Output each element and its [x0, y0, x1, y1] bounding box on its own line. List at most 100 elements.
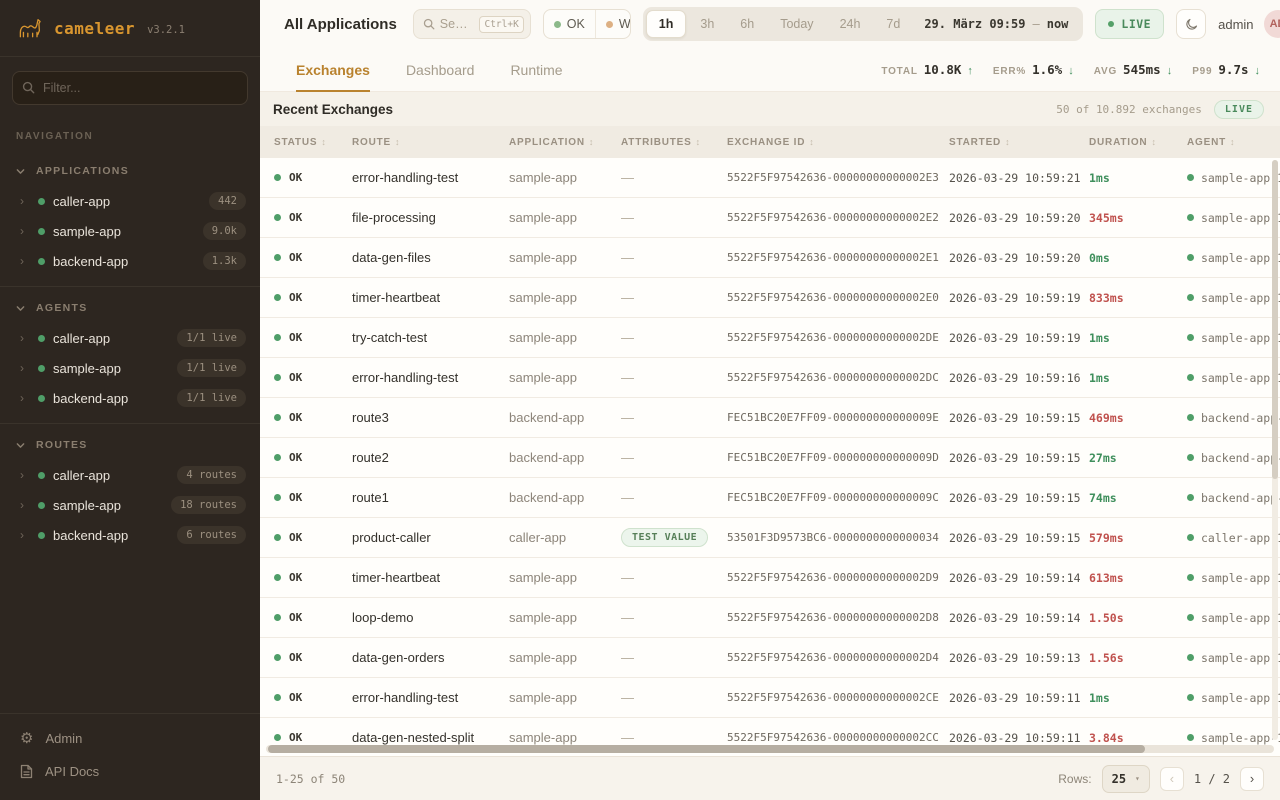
duration-cell: 1ms	[1089, 330, 1110, 345]
live-toggle-button[interactable]: LIVE	[1095, 9, 1165, 39]
status-text: OK	[289, 611, 303, 624]
column-header[interactable]: AGENT ↕	[1187, 137, 1280, 148]
sidebar-item-badge: 1/1 live	[177, 359, 246, 377]
range-buttons: 1h 3h 6h Today 24h 7d	[645, 10, 913, 38]
time-range-button[interactable]: Today	[768, 10, 825, 38]
table-row[interactable]: OK product-caller caller-app TEST VALUE …	[260, 518, 1280, 558]
vertical-scrollbar-thumb[interactable]	[1272, 160, 1278, 479]
column-header[interactable]: APPLICATION ↕	[509, 137, 621, 148]
nav-items: › caller-app 4 routes › sample-app 18 ro…	[0, 460, 260, 550]
nav-section-header[interactable]: ROUTES	[0, 430, 260, 460]
agent-cell: caller-app-1	[1187, 531, 1280, 545]
table-row[interactable]: OK loop-demo sample-app — 5522F5F9754263…	[260, 598, 1280, 638]
table-row[interactable]: OK error-handling-test sample-app — 5522…	[260, 678, 1280, 718]
table-row[interactable]: OK file-processing sample-app — 5522F5F9…	[260, 198, 1280, 238]
time-range-button[interactable]: 24h	[828, 10, 873, 38]
agent-cell: sample-app-1	[1187, 731, 1280, 745]
sort-icon: ↕	[695, 137, 701, 147]
sidebar-item[interactable]: › caller-app 442	[0, 186, 260, 216]
application-cell: sample-app	[509, 290, 577, 305]
column-header[interactable]: DURATION ↕	[1089, 137, 1187, 148]
admin-label: Admin	[45, 731, 83, 746]
duration-cell: 1.56s	[1089, 650, 1124, 665]
rows-per-page-select[interactable]: 25 ▾	[1101, 764, 1150, 793]
attributes-cell: —	[621, 730, 634, 745]
sidebar-item-admin[interactable]: ⚙ Admin	[0, 722, 260, 755]
attributes-cell: —	[621, 650, 634, 665]
sidebar-item[interactable]: › backend-app 1/1 live	[0, 383, 260, 413]
table-row[interactable]: OK error-handling-test sample-app — 5522…	[260, 358, 1280, 398]
sidebar-item[interactable]: › sample-app 18 routes	[0, 490, 260, 520]
agent-status-dot	[1187, 334, 1194, 341]
column-header[interactable]: ATTRIBUTES ↕	[621, 137, 727, 148]
time-range-button[interactable]: 3h	[688, 10, 726, 38]
search-input[interactable]	[439, 17, 475, 31]
route-cell: loop-demo	[352, 610, 414, 625]
time-range-button[interactable]: 6h	[728, 10, 766, 38]
application-cell: backend-app	[509, 490, 585, 505]
status-cell: OK	[274, 291, 352, 304]
table-row[interactable]: OK data-gen-files sample-app — 5522F5F97…	[260, 238, 1280, 278]
column-header[interactable]: STATUS ↕	[274, 137, 352, 148]
application-cell: sample-app	[509, 170, 577, 185]
time-range-button[interactable]: 1h	[645, 10, 687, 38]
route-cell: data-gen-files	[352, 250, 431, 265]
tab-runtime[interactable]: Runtime	[510, 48, 562, 91]
application-cell: sample-app	[509, 570, 577, 585]
tab-exchanges[interactable]: Exchanges	[296, 48, 370, 92]
duration-cell: 27ms	[1089, 450, 1117, 465]
pagination-bar: 1-25 of 50 Rows: 25 ▾ ‹ 1 / 2 ›	[260, 756, 1280, 800]
table-row[interactable]: OK timer-heartbeat sample-app — 5522F5F9…	[260, 558, 1280, 598]
attributes-cell: —	[621, 330, 634, 345]
column-header[interactable]: EXCHANGE ID ↕	[727, 137, 949, 148]
row-range-label: 1-25 of 50	[276, 771, 346, 786]
gear-icon: ⚙	[20, 730, 34, 747]
global-search: Ctrl+K	[412, 9, 531, 39]
live-label: LIVE	[1121, 17, 1152, 31]
attributes-cell: —	[621, 570, 634, 585]
duration-cell: 579ms	[1089, 530, 1124, 545]
status-dot	[38, 501, 45, 509]
sidebar-item-api-docs[interactable]: API Docs	[0, 755, 260, 788]
horizontal-scrollbar-thumb[interactable]	[268, 745, 1145, 753]
column-header-label: AGENT	[1187, 136, 1226, 148]
sidebar-item[interactable]: › sample-app 9.0k	[0, 216, 260, 246]
nav-section-header[interactable]: AGENTS	[0, 293, 260, 323]
attributes-cell: —	[621, 490, 634, 505]
tab-dashboard[interactable]: Dashboard	[406, 48, 475, 91]
avatar[interactable]: AD	[1263, 10, 1280, 38]
table-row[interactable]: OK route3 backend-app — FEC51BC20E7FF09-…	[260, 398, 1280, 438]
date-range-display[interactable]: 29. März 09:59 — now	[914, 17, 1080, 31]
exchange-id-cell: FEC51BC20E7FF09-000000000000009D	[727, 451, 939, 464]
status-filter-segment[interactable]: Wa	[594, 10, 630, 38]
table-row[interactable]: OK try-catch-test sample-app — 5522F5F97…	[260, 318, 1280, 358]
status-dot	[274, 694, 281, 701]
table-row[interactable]: OK data-gen-orders sample-app — 5522F5F9…	[260, 638, 1280, 678]
sidebar-item[interactable]: › caller-app 4 routes	[0, 460, 260, 490]
duration-cell: 74ms	[1089, 490, 1117, 505]
filter-input[interactable]	[12, 71, 248, 105]
status-filter-segment[interactable]: OK	[544, 10, 595, 38]
status-dot	[274, 174, 281, 181]
table-row[interactable]: OK error-handling-test sample-app — 5522…	[260, 158, 1280, 198]
sidebar-item[interactable]: › caller-app 1/1 live	[0, 323, 260, 353]
nav-section-header[interactable]: APPLICATIONS	[0, 156, 260, 186]
next-page-button[interactable]: ›	[1240, 766, 1264, 791]
sidebar-item[interactable]: › sample-app 1/1 live	[0, 353, 260, 383]
prev-page-button[interactable]: ‹	[1159, 766, 1184, 791]
time-range-button[interactable]: 7d	[874, 10, 912, 38]
table-row[interactable]: OK route2 backend-app — FEC51BC20E7FF09-…	[260, 438, 1280, 478]
table-row[interactable]: OK timer-heartbeat sample-app — 5522F5F9…	[260, 278, 1280, 318]
status-text: OK	[289, 211, 303, 224]
table-row[interactable]: OK route1 backend-app — FEC51BC20E7FF09-…	[260, 478, 1280, 518]
theme-toggle-button[interactable]	[1176, 9, 1207, 39]
sidebar-item[interactable]: › backend-app 6 routes	[0, 520, 260, 550]
column-header[interactable]: ROUTE ↕	[352, 137, 509, 148]
duration-cell: 1ms	[1089, 370, 1110, 385]
exchange-id-cell: 53501F3D9573BC6-0000000000000034	[727, 531, 939, 544]
sidebar-item-label: sample-app	[53, 497, 121, 513]
sidebar-item[interactable]: › backend-app 1.3k	[0, 246, 260, 276]
sidebar-item-badge: 1.3k	[202, 252, 246, 270]
date-range-separator: —	[1032, 17, 1040, 31]
column-header[interactable]: STARTED ↕	[949, 137, 1089, 148]
